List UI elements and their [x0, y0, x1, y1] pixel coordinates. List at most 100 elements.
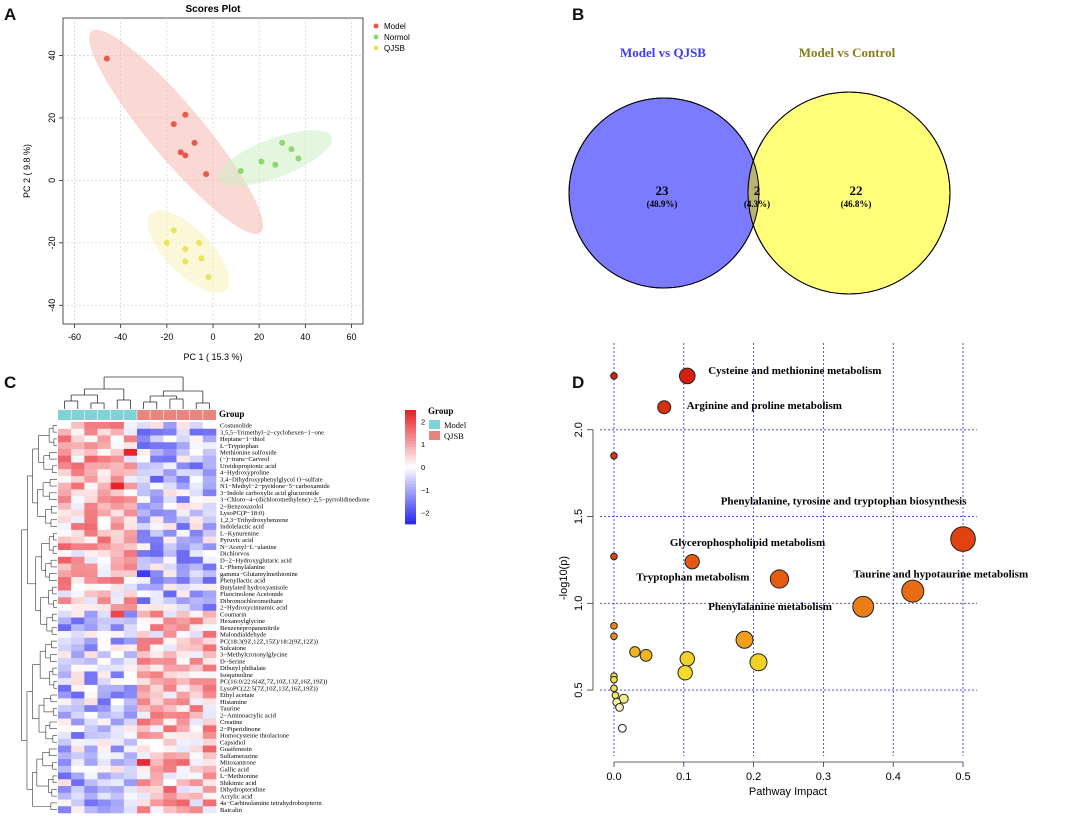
pathway-point — [629, 646, 641, 658]
heatmap-cell — [150, 786, 164, 794]
pathway-point — [678, 367, 696, 385]
heatmap-row-label: 1,2,3−Trihydroxybenzene — [220, 517, 288, 524]
heatmap-cell — [150, 604, 164, 612]
heatmap-cell — [58, 469, 72, 477]
heatmap-cell — [97, 772, 111, 780]
heatmap-cell — [97, 711, 111, 719]
heatmap-cell — [71, 475, 85, 483]
heatmap-cell — [110, 529, 125, 537]
heatmap-cell — [176, 422, 190, 430]
heatmap-cell — [58, 664, 72, 672]
scores-xtick-label: 20 — [254, 332, 264, 342]
heatmap: Group Costunolide3,5,5−Trimethyl−2−cyclo… — [21, 376, 467, 814]
heatmap-cell — [84, 583, 98, 591]
scores-ytick-label: -40 — [47, 299, 57, 312]
pathway-point — [749, 653, 768, 672]
heatmap-cell — [84, 455, 98, 463]
heatmap-cell — [137, 597, 151, 605]
heatmap-cell — [71, 455, 85, 463]
heatmap-cell — [58, 718, 72, 726]
legend-marker-model — [373, 23, 379, 29]
heatmap-cell — [176, 759, 190, 767]
heatmap-cell — [137, 448, 151, 457]
heatmap-cell — [137, 536, 151, 544]
score-point-normol — [272, 161, 279, 168]
heatmap-cell — [123, 759, 138, 767]
heatmap-cell — [163, 684, 177, 692]
scores-xtick-label: 40 — [300, 332, 310, 342]
heatmap-cell — [189, 529, 204, 537]
heatmap-cell — [202, 752, 217, 760]
heatmap-cell — [97, 752, 111, 760]
heatmap-cell — [150, 563, 164, 571]
heatmap-cell — [58, 496, 72, 504]
heatmap-cell — [189, 705, 204, 713]
heatmap-cell — [202, 698, 217, 706]
heatmap-cell — [176, 523, 190, 531]
heatmap-cell — [163, 604, 177, 612]
heatmap-cell — [176, 556, 190, 564]
heatmap-cell — [189, 489, 204, 497]
heatmap-cell — [97, 617, 111, 625]
heatmap-cell — [110, 786, 125, 794]
color-scale-step — [405, 509, 416, 513]
heatmap-cell — [137, 624, 151, 632]
heatmap-row-label: Shikimic acid — [220, 780, 257, 787]
scores-ytick-label: 40 — [47, 50, 57, 60]
heatmap-cell — [97, 637, 111, 645]
heatmap-cell — [189, 732, 204, 740]
heatmap-cell — [58, 630, 72, 639]
group-legend-swatch-qjsb — [429, 431, 440, 440]
heatmap-cell — [123, 610, 138, 618]
pathway-point — [852, 595, 875, 618]
heatmap-cell — [123, 550, 138, 558]
heatmap-cell — [110, 752, 125, 760]
heatmap-cell — [150, 516, 164, 524]
heatmap-cell — [110, 570, 125, 578]
heatmap-cell — [150, 583, 164, 591]
heatmap-cell — [163, 563, 177, 571]
color-scale-step — [405, 492, 416, 496]
heatmap-cell — [97, 779, 111, 787]
heatmap-cell — [163, 448, 177, 457]
heatmap-cell — [150, 630, 164, 639]
heatmap-cell — [97, 657, 111, 665]
heatmap-cell — [110, 597, 125, 605]
heatmap-cell — [137, 435, 151, 443]
heatmap-cell — [150, 577, 164, 585]
color-scale-step — [405, 501, 416, 505]
heatmap-cell — [110, 806, 125, 814]
color-scale-step — [405, 481, 416, 485]
heatmap-cell — [189, 738, 204, 746]
heatmap-cell — [163, 765, 177, 773]
heatmap-cell — [110, 435, 125, 443]
heatmap-row-label: Ureidopropionic acid — [220, 463, 277, 470]
heatmap-cell — [150, 422, 164, 430]
heatmap-row-label: N1−Methyl−2−pyridone−5−carboxamide — [220, 483, 330, 490]
heatmap-cell — [58, 523, 72, 531]
heatmap-cell — [176, 772, 190, 780]
ellipse-qjsb — [147, 210, 230, 294]
heatmap-cell — [202, 765, 217, 773]
heatmap-cell — [58, 583, 72, 591]
heatmap-cell — [150, 799, 164, 807]
heatmap-cell — [58, 556, 72, 564]
heatmap-cell — [123, 786, 138, 794]
heatmap-cell — [97, 536, 111, 544]
heatmap-cell — [110, 779, 125, 787]
heatmap-cell — [58, 806, 72, 814]
heatmap-row-label: Dihydropteridine — [220, 787, 265, 794]
heatmap-cell — [150, 705, 164, 713]
heatmap-cell — [58, 577, 72, 585]
heatmap-cell — [189, 772, 204, 780]
heatmap-cell — [71, 577, 85, 585]
heatmap-cell — [123, 563, 138, 571]
heatmap-cell — [84, 651, 98, 659]
heatmap-cell — [176, 462, 190, 470]
heatmap-cell — [84, 745, 98, 753]
heatmap-cell — [137, 718, 151, 726]
color-scale-step — [405, 469, 416, 474]
heatmap-cell — [123, 617, 138, 625]
score-point-qjsb — [182, 246, 189, 253]
